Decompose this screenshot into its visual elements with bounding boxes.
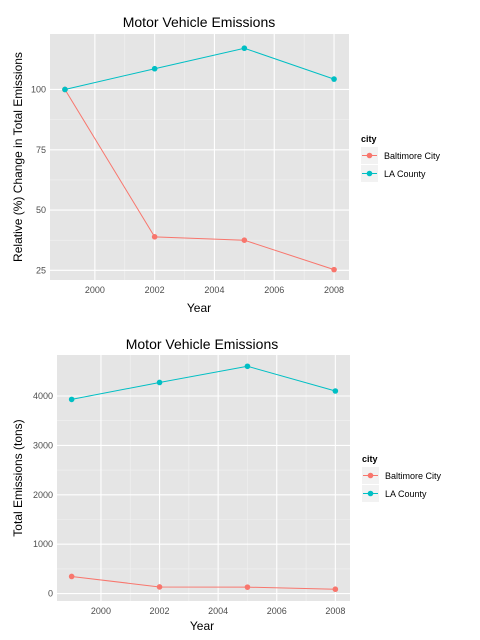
data-point: [333, 388, 339, 394]
legend: city Baltimore City LA County: [361, 134, 441, 182]
data-point: [157, 380, 163, 386]
legend-item-la-county: LA County: [361, 165, 426, 182]
data-point: [333, 586, 339, 592]
x-tick-label: 2002: [150, 606, 170, 616]
data-point: [152, 66, 158, 72]
data-point: [331, 76, 337, 82]
data-point: [245, 584, 251, 590]
x-tick-label: 2008: [325, 606, 345, 616]
data-point: [245, 363, 251, 369]
legend-title: city: [362, 454, 378, 464]
legend-label: Baltimore City: [385, 471, 442, 481]
y-axis-title: Total Emissions (tons): [11, 419, 25, 536]
data-point: [69, 574, 75, 580]
legend-label: LA County: [385, 489, 427, 499]
x-axis-title: Year: [190, 619, 214, 633]
legend-label: Baltimore City: [384, 151, 441, 161]
y-tick-label: 50: [36, 205, 46, 215]
data-point: [331, 267, 337, 273]
y-tick-labels: 0 1000 2000 3000 4000: [33, 391, 53, 599]
y-tick-label: 100: [31, 84, 46, 94]
x-tick-label: 2006: [264, 285, 284, 295]
x-tick-label: 2000: [85, 285, 105, 295]
legend-label: LA County: [384, 169, 426, 179]
data-point: [242, 45, 248, 51]
x-tick-labels: 2000 2002 2004 2006 2008: [91, 606, 345, 616]
x-tick-label: 2008: [324, 285, 344, 295]
y-tick-label: 75: [36, 145, 46, 155]
data-point: [62, 87, 68, 93]
y-tick-label: 4000: [33, 391, 53, 401]
x-tick-label: 2004: [208, 606, 228, 616]
legend-key-point: [368, 491, 374, 497]
chart-panel-bottom: Motor Vehicle Emissions 0 1000 2000 3000 400…: [11, 336, 442, 633]
legend-title: city: [361, 134, 377, 144]
y-tick-label: 0: [48, 589, 53, 599]
y-tick-label: 1000: [33, 539, 53, 549]
y-tick-label: 3000: [33, 440, 53, 450]
legend-item-baltimore-city: Baltimore City: [362, 467, 442, 484]
x-tick-labels: 2000 2002 2004 2006 2008: [85, 285, 344, 295]
legend-key-point: [367, 153, 373, 159]
data-point: [152, 234, 158, 240]
chart-title: Motor Vehicle Emissions: [126, 336, 279, 352]
x-tick-label: 2000: [91, 606, 111, 616]
legend-key-point: [367, 171, 373, 177]
x-tick-label: 2006: [267, 606, 287, 616]
y-tick-label: 2000: [33, 490, 53, 500]
legend-item-la-county: LA County: [362, 485, 427, 502]
x-tick-label: 2004: [204, 285, 224, 295]
y-tick-labels: 25 50 75 100: [31, 84, 46, 275]
y-tick-label: 25: [36, 265, 46, 275]
x-axis-title: Year: [187, 301, 211, 315]
data-point: [157, 584, 163, 590]
data-point: [242, 237, 248, 243]
legend-item-baltimore-city: Baltimore City: [361, 147, 441, 164]
legend: city Baltimore City LA County: [362, 454, 442, 502]
data-point: [69, 397, 75, 403]
chart-title: Motor Vehicle Emissions: [123, 14, 276, 30]
legend-key-point: [368, 473, 374, 479]
x-tick-label: 2002: [145, 285, 165, 295]
y-axis-title: Relative (%) Change in Total Emissions: [11, 52, 25, 262]
